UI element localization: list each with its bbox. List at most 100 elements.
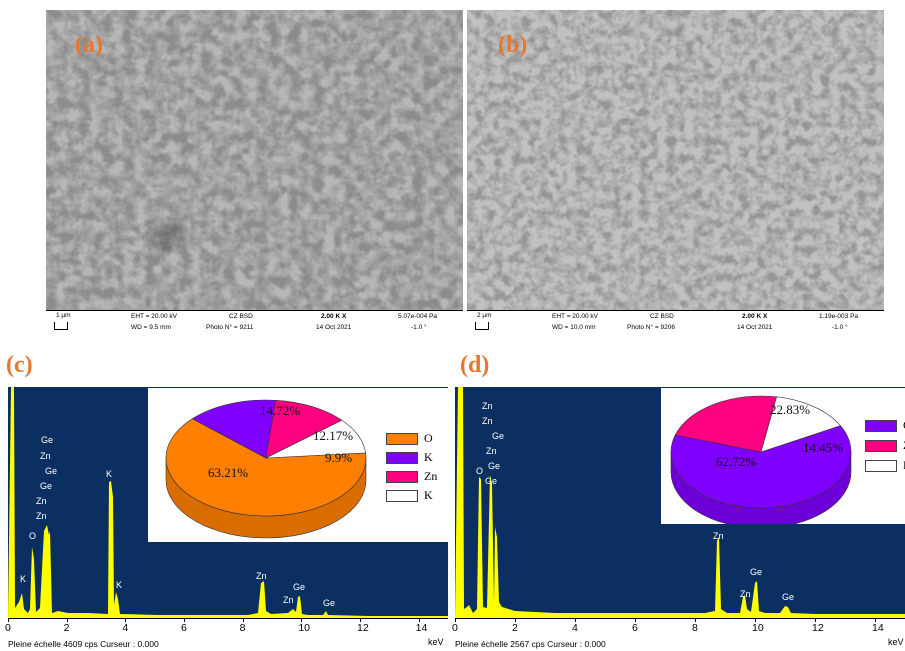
peak-label-c-zn2: Zn [36, 496, 47, 506]
legend-swatch-d-0 [865, 419, 897, 432]
pie-label-d-0: 62.72% [716, 454, 757, 469]
x-axis-c-tick-mark [242, 618, 244, 622]
scale-bar-a [54, 322, 68, 330]
sem-image-a [46, 10, 463, 310]
wd-b: WD = 10.0 mm [552, 324, 596, 331]
x-axis-d [455, 618, 905, 619]
peak-label-d-ge3: Ge [485, 476, 498, 486]
x-axis-d-tick-mark [755, 618, 756, 622]
wd-a: WD = 9.5 mm [131, 324, 171, 331]
x-axis-c-tick-mark [418, 618, 420, 622]
x-axis-d-tick-mark [815, 618, 816, 622]
peak-label-d-zn-hi: Zn [713, 531, 724, 541]
x-axis-c-tick-mark [360, 618, 361, 622]
tilt-a: -1.0 ° [411, 324, 427, 331]
photo-b: Photo N° = 9206 [627, 324, 675, 331]
x-axis-c-tick-label: 12 [357, 622, 369, 634]
x-axis-d-tick-label: 4 [572, 622, 578, 634]
peak-label-d-zn1: Zn [482, 401, 493, 411]
x-axis-c [8, 618, 448, 619]
peak-label-d-zn2: Zn [482, 416, 493, 426]
legend-swatch-c-1 [386, 451, 418, 464]
sem-texture-b [467, 10, 884, 310]
legend-label-c-3: K [424, 488, 433, 502]
pie-c-slice-3 [265, 419, 366, 459]
peak-label-d-ge1: Ge [492, 431, 505, 441]
legend-swatch-d-2 [865, 459, 897, 472]
legend-item-d-1: Z [865, 438, 905, 453]
eht-b: EHT = 20.00 kV [552, 313, 598, 320]
pressure-a: 5.07e-004 Pa [398, 313, 438, 320]
detector-b: CZ BSD [650, 313, 674, 320]
legend-swatch-c-2 [386, 470, 418, 483]
scale-bar-label-b: 2 µm [477, 312, 492, 319]
legend-item-c-2: Zn [386, 469, 437, 484]
peak-label-c-ge1: Ge [41, 435, 54, 445]
peak-label-c-k-main: K [106, 469, 113, 479]
legend-label-d-1: Z [903, 438, 905, 453]
pie-label-c-3: 9.9% [325, 450, 353, 465]
legend-item-d-2: K [865, 458, 905, 473]
peak-label-c-k-low: K [20, 574, 27, 584]
footer-c: Pleine échelle 4609 cps Curseur : 0.000 [8, 639, 159, 649]
magnification-b: 2.00 K X [742, 313, 768, 320]
x-axis-d-tick-label: 8 [692, 622, 698, 634]
legend-label-d-0: O [903, 418, 905, 433]
x-axis-d-tick-label: 0 [452, 622, 458, 634]
peak-label-c-ge3: Ge [40, 481, 53, 491]
date-a: 14 Oct 2021 [316, 324, 352, 331]
pie-chart-d [670, 395, 852, 524]
photo-a: Photo N° = 9211 [206, 324, 254, 331]
x-axis-d-tick-label: 2 [512, 622, 518, 634]
pie-c-slice-2 [265, 399, 343, 459]
pie-label-c-2: 12.17% [313, 428, 354, 443]
peak-label-d-ge-hi: Ge [750, 567, 763, 577]
tilt-b: -1.0 ° [832, 324, 848, 331]
peak-label-c-o: O [29, 531, 37, 541]
legend-item-d-0: O [865, 418, 905, 433]
peak-label-c-ge-hi: Ge [293, 582, 306, 592]
x-axis-c-tick-mark [66, 618, 68, 622]
magnification-a: 2.00 K X [321, 313, 347, 320]
pie-d-slice-2 [760, 396, 841, 453]
x-axis-c-tick-mark [184, 618, 185, 622]
pie-label-c-1: 14.72% [260, 403, 301, 418]
peak-label-d-zn-hi2: Zn [740, 589, 751, 599]
legend-label-d-2: K [903, 458, 905, 473]
x-axis-d-tick-mark [875, 618, 876, 622]
legend-item-c-3: K [386, 488, 433, 503]
x-axis-d-tick-mark [455, 618, 456, 622]
x-axis-d-tick-label: 6 [632, 622, 638, 634]
scale-bar-label-a: 1 µm [56, 312, 71, 319]
peak-label-d-ge-hi2: Ge [782, 592, 795, 602]
pie-c-slice-0 [165, 418, 367, 517]
pie-c-slice-1 [191, 399, 277, 459]
pie-inset-d: 62.72% 22.83% 14.45% O Z K [661, 388, 905, 524]
sem-info-bar-b: 2 µm EHT = 20.00 kV WD = 10.0 mm CZ BSD … [467, 310, 884, 335]
peak-label-c-zn-hi2: Zn [283, 595, 294, 605]
legend-swatch-c-0 [386, 432, 418, 445]
peak-label-c-zn1: Zn [40, 451, 51, 461]
x-axis-c-tick-label: 0 [5, 622, 11, 634]
x-axis-c-tick-label: 6 [181, 622, 187, 634]
legend-item-c-1: K [386, 450, 433, 465]
pie-inset-c: 63.21% 14.72% 12.17% 9.9% O K Zn K [148, 388, 448, 542]
legend-label-c-2: Zn [424, 469, 438, 483]
legend-label-c-1: K [424, 450, 433, 464]
pie-label-d-2: 14.45% [803, 440, 844, 455]
peak-label-c-zn3: Zn [36, 511, 47, 521]
peak-label-d-zn3: Zn [486, 446, 497, 456]
legend-swatch-c-3 [386, 489, 418, 502]
x-axis-c-tick-label: 14 [415, 622, 428, 634]
x-axis-c-tick-mark [301, 618, 303, 622]
peak-label-c-ge2: Ge [45, 466, 58, 476]
x-axis-d-tick-mark [575, 618, 576, 622]
legend-swatch-d-1 [865, 439, 897, 452]
x-axis-c-tick-label: 10 [298, 622, 311, 634]
panel-label-d: (d) [460, 352, 490, 378]
date-b: 14 Oct 2021 [737, 324, 773, 331]
pie-label-d-1: 22.83% [770, 402, 811, 417]
x-axis-c-tick-mark [125, 618, 127, 622]
sem-image-b [467, 10, 884, 310]
pie-label-c-0: 63.21% [208, 465, 249, 480]
